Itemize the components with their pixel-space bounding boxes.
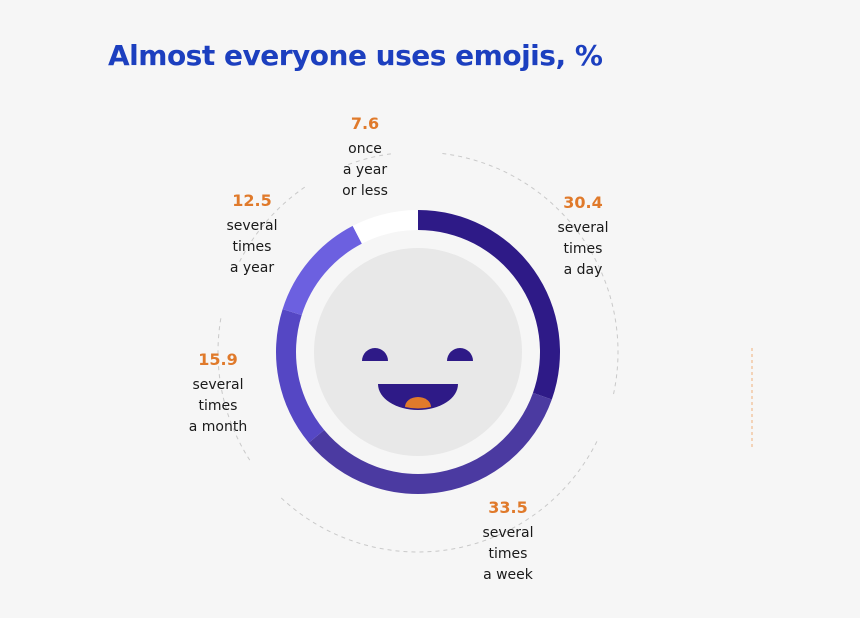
slice-value-label: 12.5 [232,191,271,210]
slice-category-label: several [192,377,243,393]
slice-category-label: or less [342,183,388,199]
chart-title: Almost everyone uses emojis, % [108,39,603,72]
guide-arc [280,441,598,553]
guide-arc [348,152,394,165]
slice-category-label: a year [343,162,388,178]
slice-category-label: times [233,239,272,255]
donut-slice [276,309,325,443]
dashed-guide-arcs [217,152,619,553]
donut-slice [418,210,560,400]
slice-category-label: a month [189,419,247,435]
slice-category-label: several [557,220,608,236]
slice-category-label: times [199,398,238,414]
guide-arc [235,186,306,270]
slice-value-label: 15.9 [198,350,237,369]
slice-value-label: 7.6 [351,114,379,133]
slice-category-label: times [489,546,528,562]
face-circle [314,248,522,456]
slice-value-label: 33.5 [488,498,527,517]
slice-category-label: a day [564,262,603,278]
left-eye-icon [362,348,388,361]
smiley-face [314,248,522,456]
guide-arc [217,315,251,461]
donut-slice [352,210,418,244]
slice-category-label: several [482,525,533,541]
tongue-icon [405,397,431,409]
slice-category-label: a year [230,260,275,276]
slice-category-label: a week [483,567,534,583]
slice-value-label: 30.4 [563,193,602,212]
donut-ring [276,210,560,494]
right-eye-icon [447,348,473,361]
slice-category-label: times [564,241,603,257]
slice-category-label: once [348,141,382,157]
slice-labels: 30.4 several times a day 33.5 several times a w… [189,114,609,583]
donut-slice [308,392,552,494]
donut-slice [282,225,362,316]
slice-category-label: several [226,218,277,234]
